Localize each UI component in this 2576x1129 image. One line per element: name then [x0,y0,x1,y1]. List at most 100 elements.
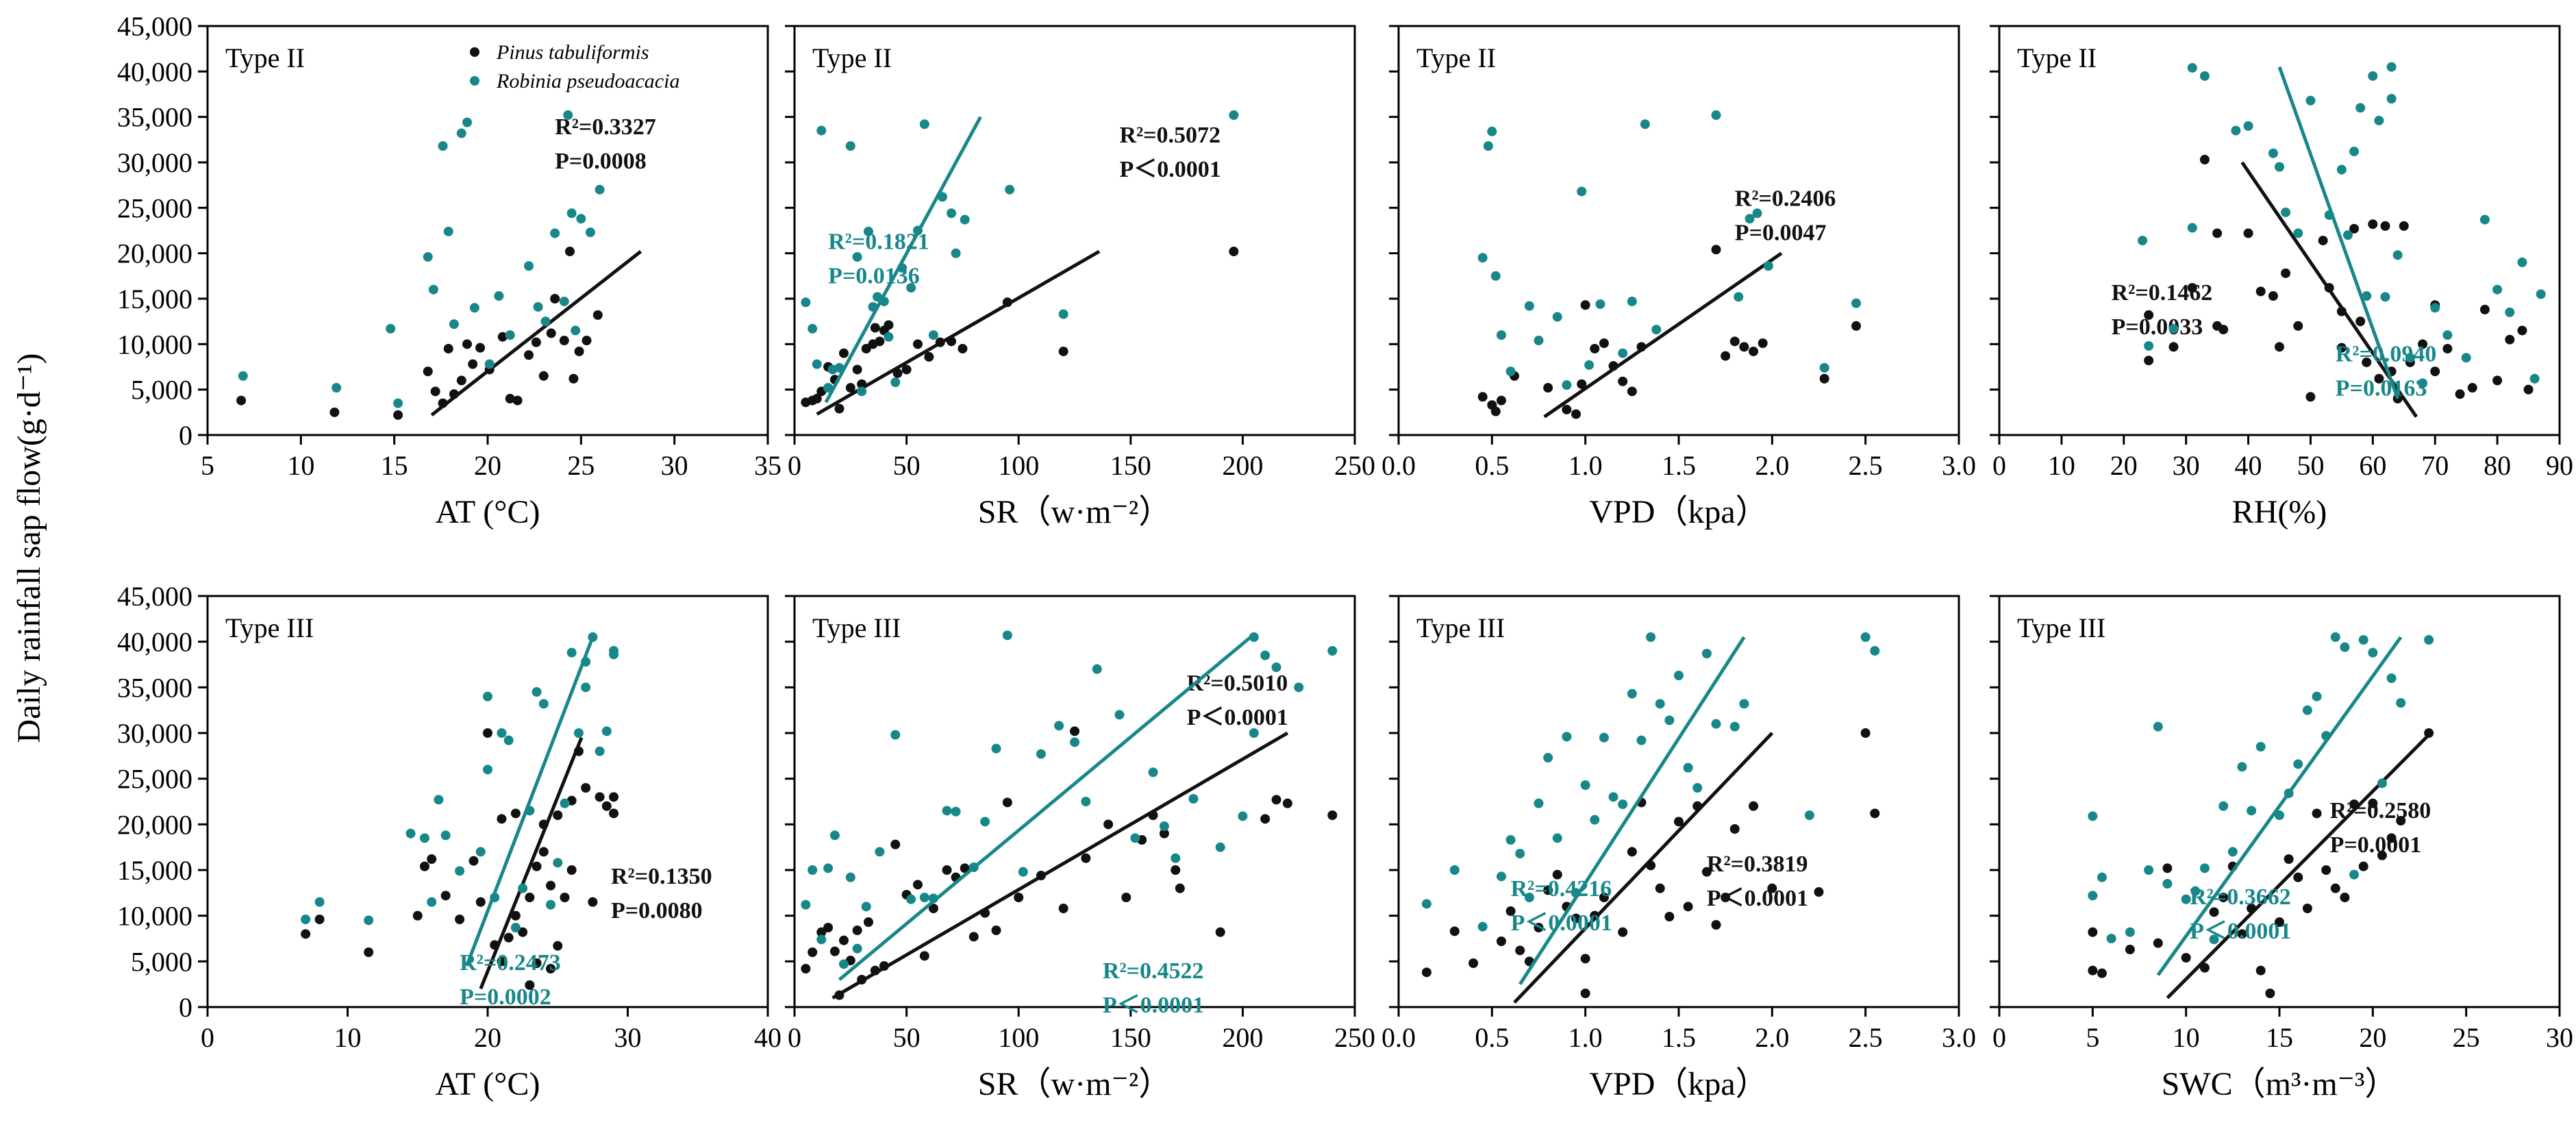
pinus-point [2479,304,2490,314]
pinus-point [1729,336,1740,347]
pinus-point [2523,384,2534,395]
pinus-point [852,926,862,935]
r-squared-label: R²=0.2473 [460,950,561,976]
pinus-point [601,801,612,811]
type-label: Type III [225,612,314,643]
robinia-point [532,687,542,697]
pinus-point [1683,902,1693,912]
robinia-point [2199,863,2210,873]
pinus-point [2199,155,2210,165]
robinia-point [1608,792,1618,802]
robinia-point [863,226,873,236]
r-squared-label: R²=0.1462 [2112,280,2213,306]
robinia-point [1018,867,1028,877]
x-tick-label: 35 [754,450,781,481]
robinia-point [434,795,444,805]
pinus-point [2312,808,2322,819]
pinus-point [1175,883,1185,893]
pinus-point [314,915,325,924]
panel-2: 0 50 100 150 200 250 SR（w·m⁻²） Type II R²=0.5072… [785,25,1375,530]
pinus-point [559,336,569,346]
robinia-point [906,894,916,904]
panel-6: 0 50 100 150 200 250 SR（w·m⁻²） Type III R²=0.501… [785,595,1375,1102]
pinus-point [1505,906,1516,916]
pinus-point [2275,342,2284,352]
pinus-point [581,783,591,793]
pinus-point [1599,893,1609,902]
robinia-point [801,900,811,910]
robinia-point [845,872,855,882]
robinia-point [1562,380,1572,390]
pinus-point [1580,989,1590,998]
x-tick-label: 150 [1110,1022,1151,1053]
robinia-point [1701,649,1712,658]
pinus-point [2212,228,2223,238]
x-axis-title: SWC（m³·m⁻³） [2162,1066,2398,1102]
robinia-point [919,119,929,129]
robinia-point [573,728,584,738]
robinia-point [2227,847,2238,857]
pinus-point [595,792,605,802]
pinus-point [1562,404,1572,414]
pinus-point [531,337,541,347]
pinus-point [1002,797,1012,808]
pinus-point [475,343,486,353]
robinia-point [2536,289,2546,299]
pinus-point [870,323,880,333]
x-tick-label: 2.5 [1849,450,1883,481]
pinus-point [412,910,423,921]
y-tick-label: 30,000 [117,718,192,749]
pinus-point [991,926,1001,935]
x-tick-label: 1.0 [1568,1022,1603,1053]
robinia-point [816,934,827,945]
pinus-point [2505,334,2515,345]
pinus-point [884,320,894,330]
pinus-point [2492,375,2503,386]
x-tick-label: 90 [2546,450,2573,481]
pinus-point [2088,927,2098,937]
robinia-point [2305,95,2316,106]
x-tick-label: 20 [474,1022,501,1053]
x-tick-label: 15 [381,450,408,481]
y-tick-label: 25,000 [117,764,192,795]
pinus-point [2144,310,2154,320]
robinia-point [2358,635,2368,645]
pinus-point [427,854,437,864]
pinus-point [1058,904,1068,913]
p-value-label: P=0.0001 [2330,832,2422,858]
pinus-point [2237,929,2247,939]
robinia-fit-line [838,633,1255,981]
y-tick-label: 0 [179,420,192,451]
pinus-point [1058,346,1068,356]
y-tick-label: 35,000 [117,672,192,703]
pinus-point [942,865,952,875]
y-tick-label: 5,000 [131,375,192,406]
pinus-point [1534,923,1544,932]
robinia-point [1058,309,1068,319]
pinus-point [456,375,466,386]
pinus-point [2321,865,2331,875]
y-tick-label: 35,000 [117,102,192,133]
x-axis-title: SR（w·m⁻²） [978,1066,1171,1102]
x-tick-label: 0 [1992,1022,2006,1053]
pinus-point [1571,409,1581,419]
robinia-point [1683,762,1693,773]
pinus-point [1627,847,1637,857]
robinia-point [540,317,551,327]
robinia-point [2349,869,2360,880]
robinia-point [469,303,479,313]
x-tick-label: 0.5 [1475,450,1509,481]
pinus-point [503,932,514,943]
robinia-point [951,806,961,817]
robinia-point [438,141,448,151]
x-tick-label: 15 [2266,1022,2293,1053]
x-tick-label: 2.5 [1849,1022,1883,1053]
pinus-point [2330,883,2340,893]
pinus-point [2418,339,2428,349]
p-value-label: P＜0.0001 [1103,993,1204,1018]
robinia-point [550,228,560,238]
robinia-point [1159,821,1169,831]
pinus-fit-line [430,250,642,417]
pinus-point [574,346,584,356]
pinus-point [525,893,535,902]
